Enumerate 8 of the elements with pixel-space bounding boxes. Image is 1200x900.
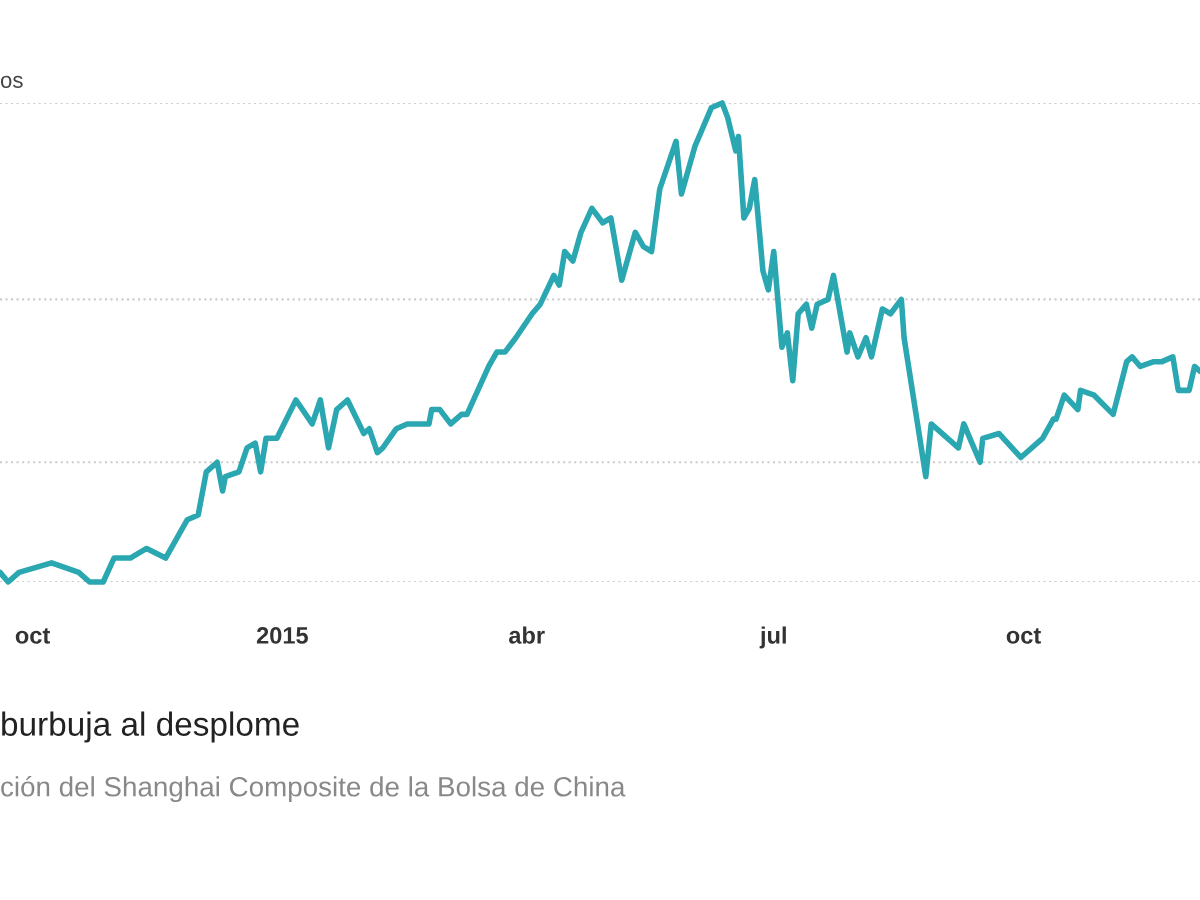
x-tick-label: oct bbox=[1006, 628, 1041, 644]
x-tick-label: oct bbox=[15, 628, 50, 644]
text: burbuja al desplome bbox=[2, 711, 299, 743]
y-axis-title: os bbox=[0, 75, 23, 88]
text: ción del Shanghai Composite de la Bolsa de China bbox=[1, 775, 626, 803]
x-tick-label: abr bbox=[509, 626, 545, 644]
x-tick-label: jul bbox=[759, 626, 786, 649]
x-tick-label: 2015 bbox=[256, 627, 308, 644]
